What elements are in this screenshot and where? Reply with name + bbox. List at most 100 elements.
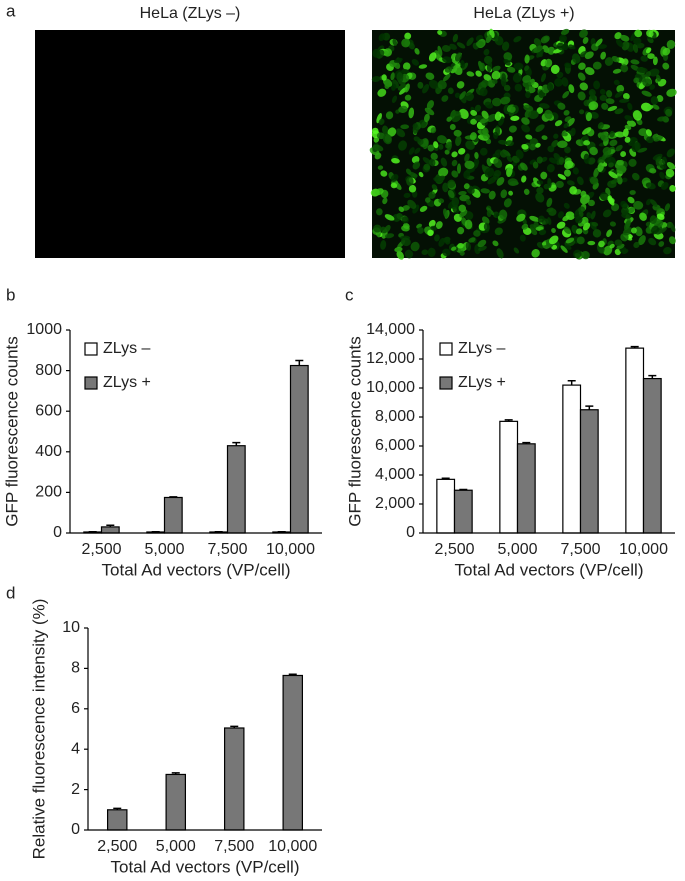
cell (487, 176, 497, 185)
cell (561, 131, 568, 137)
cell (466, 37, 474, 47)
cell (513, 62, 524, 71)
cell (569, 186, 578, 195)
cell (541, 241, 547, 246)
cell (402, 223, 410, 230)
cell (492, 78, 498, 84)
cell (563, 122, 570, 129)
cell (414, 147, 421, 154)
cell (627, 206, 636, 214)
cell (396, 71, 404, 83)
cell (445, 141, 452, 149)
error-bar (504, 419, 513, 422)
cell (607, 196, 615, 206)
cell (400, 124, 410, 130)
cell (438, 198, 445, 204)
cell (408, 184, 417, 193)
cell (524, 54, 530, 64)
cell (450, 246, 457, 251)
bar (516, 443, 536, 534)
cell (453, 129, 462, 137)
cell (465, 198, 472, 206)
error-bar (232, 441, 241, 446)
cell (499, 149, 508, 158)
cell (440, 157, 448, 167)
cell (428, 191, 436, 199)
cell (483, 74, 492, 82)
cell (391, 83, 397, 91)
cell (616, 175, 623, 185)
cell (605, 98, 615, 105)
cell (578, 206, 586, 213)
cell (378, 118, 385, 125)
cell (555, 180, 564, 188)
cell (390, 72, 395, 81)
error-bar (567, 380, 576, 386)
y-tick-label: 12,000 (366, 350, 415, 367)
cell (428, 52, 437, 62)
cell (521, 175, 527, 183)
cell (402, 205, 410, 211)
legend-swatch (84, 342, 98, 356)
cell (431, 184, 438, 191)
cell (550, 64, 560, 75)
cell (564, 160, 574, 170)
cell (390, 182, 398, 189)
cell (465, 140, 475, 150)
cell (616, 164, 627, 174)
cell (384, 233, 395, 239)
cell (437, 80, 447, 90)
cell (536, 107, 544, 114)
cell (662, 47, 671, 56)
cell (551, 139, 559, 148)
cell (491, 70, 501, 80)
cell (615, 144, 623, 152)
cell (642, 78, 652, 87)
cell (634, 29, 643, 38)
cell (411, 155, 420, 164)
cell (554, 78, 563, 87)
cell (447, 87, 454, 95)
cell (387, 127, 397, 137)
cell (577, 72, 586, 81)
cell (633, 200, 644, 210)
cell (620, 64, 629, 73)
x-tick-label: 5,000 (156, 838, 196, 855)
cell (641, 90, 652, 97)
cell (616, 84, 625, 93)
cell (418, 64, 428, 69)
cell (564, 62, 572, 69)
cell (588, 101, 599, 111)
cell (458, 148, 466, 155)
cell (540, 73, 547, 83)
cell (459, 250, 465, 256)
error-bar (459, 488, 468, 491)
cell (597, 156, 605, 165)
cell (652, 56, 658, 66)
cell (486, 113, 497, 122)
cell (513, 36, 522, 43)
cell (407, 199, 417, 209)
cell (481, 216, 490, 225)
cell (507, 178, 519, 187)
cell (377, 165, 384, 170)
cell (459, 91, 466, 100)
cell (503, 84, 511, 92)
cell (657, 116, 667, 122)
cell (404, 249, 414, 259)
cell (501, 73, 506, 81)
cell (666, 161, 676, 170)
bar (499, 420, 519, 534)
cell (412, 204, 420, 214)
cell (645, 71, 652, 78)
x-tick-label: 7,500 (560, 541, 600, 558)
cell (400, 237, 411, 247)
error-bar (585, 405, 594, 410)
cell (609, 243, 615, 249)
y-axis-title: Relative fluorescence intensity (%) (29, 599, 48, 860)
legend-label: ZLys + (103, 374, 151, 391)
cell (465, 92, 474, 102)
cell (584, 67, 595, 76)
cell (547, 46, 556, 55)
